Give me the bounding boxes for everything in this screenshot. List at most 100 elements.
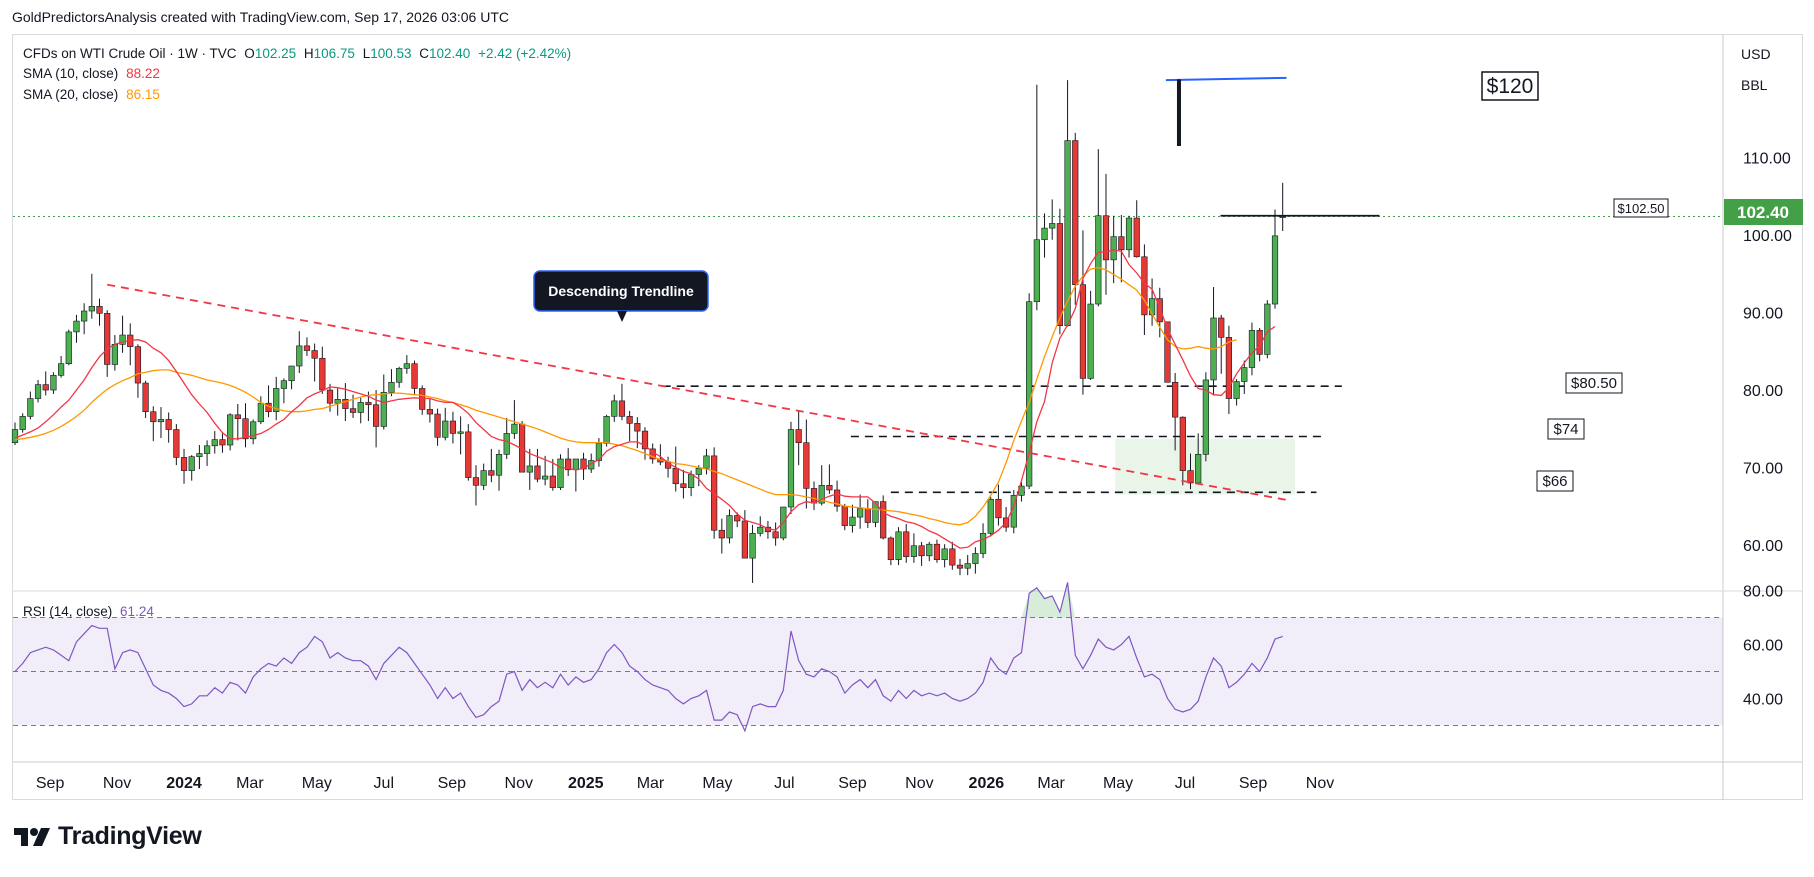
candle [803, 419, 810, 509]
candle-body [211, 439, 218, 447]
candle-body [403, 363, 410, 369]
candle-body [726, 515, 733, 539]
candle [495, 449, 503, 491]
candle-body [933, 543, 941, 560]
candle-body [1033, 239, 1040, 303]
candle-body [849, 516, 856, 526]
candle [580, 452, 587, 480]
candle-body [526, 465, 533, 473]
candle [603, 414, 610, 447]
candle-body [1133, 217, 1140, 258]
close-label: C [419, 46, 430, 61]
label-74[interactable]: $74 [1547, 418, 1585, 440]
candle-body [1225, 337, 1233, 399]
candle-body [196, 453, 203, 457]
sma10-legend[interactable]: SMA (10, close) 88.22 [23, 66, 164, 81]
candle [180, 448, 188, 484]
candle-body [964, 563, 971, 569]
callout-pointer [617, 311, 627, 322]
candle-body [910, 545, 918, 557]
candle [211, 431, 218, 454]
candle-body [618, 400, 626, 417]
candle-body [142, 382, 149, 413]
candle [234, 403, 241, 441]
descending-trendline[interactable] [107, 283, 1288, 501]
label-66-text: $66 [1542, 473, 1567, 490]
last-price-tag[interactable]: 102.40 [1724, 199, 1803, 225]
candle-body [1264, 303, 1271, 355]
candle-body [50, 375, 57, 391]
candle-body [88, 306, 95, 312]
sma20-label: SMA (20, close) [23, 87, 119, 102]
candle [864, 499, 871, 528]
close-value: 102.40 [429, 46, 471, 61]
label-66[interactable]: $66 [1536, 470, 1574, 492]
candle-body [104, 313, 111, 365]
time-tick-label: Jul [1175, 775, 1195, 792]
descending-trendline-callout[interactable]: Descending Trendline [533, 270, 709, 322]
candle [426, 398, 433, 423]
candle [542, 455, 549, 486]
candle-body [303, 345, 311, 351]
label-102-50-text: $102.50 [1618, 201, 1665, 216]
candle [857, 494, 864, 529]
sma20-line [14, 266, 1237, 526]
time-tick-label: Mar [236, 775, 264, 792]
candle-body [841, 505, 848, 526]
last-price-value: 102.40 [1737, 203, 1789, 222]
candle [1133, 200, 1140, 258]
tradingview-logo[interactable]: TradingView [14, 822, 202, 851]
candle-body [757, 526, 764, 534]
candle-body [203, 445, 211, 454]
candle-body [411, 363, 418, 389]
axes-group: 60.00 70.00 80.00 90.00 100.00 110.00 40.00 60.… [36, 151, 1792, 792]
chart-frame[interactable] [12, 34, 1803, 800]
candle [1264, 300, 1271, 359]
candle-body [1156, 298, 1163, 323]
candle [1164, 321, 1171, 383]
label-74-box [1547, 418, 1585, 440]
candle-body [11, 429, 19, 444]
candle [979, 523, 987, 559]
candle [419, 385, 426, 415]
label-120-text: $120 [1487, 75, 1534, 98]
candle-body [818, 485, 825, 504]
candle [173, 424, 180, 466]
candle [134, 344, 142, 398]
candle [104, 310, 111, 377]
candle-body [795, 429, 802, 444]
rsi-tick-label: 60.00 [1743, 638, 1783, 655]
candle [1156, 287, 1163, 338]
candle [480, 463, 487, 490]
candle-body [987, 498, 994, 534]
candle-body [772, 531, 779, 539]
currency-label[interactable]: USD [1741, 46, 1771, 62]
candle-body [595, 443, 603, 461]
candle-body [611, 400, 618, 417]
label-120[interactable]: $120 [1481, 71, 1539, 101]
candle-body [511, 423, 518, 434]
candle-body [688, 474, 695, 488]
open-label: O [244, 46, 255, 61]
candle-body [457, 431, 464, 434]
unit-label[interactable]: BBL [1741, 77, 1768, 93]
candle [1172, 372, 1179, 451]
low-value: 100.53 [370, 46, 412, 61]
rsi-overbought-fill [1021, 582, 1076, 618]
label-102-50[interactable]: $102.50 [1613, 198, 1669, 218]
sma10-line [14, 249, 1276, 549]
candle [42, 371, 49, 396]
rsi-label: RSI (14, close) [23, 604, 113, 619]
candle-body [741, 520, 748, 559]
sma20-legend[interactable]: SMA (20, close) 86.15 [23, 87, 164, 102]
time-tick-label: May [1103, 775, 1133, 792]
level-120-line[interactable] [1165, 76, 1287, 82]
candle [641, 427, 649, 460]
rsi-legend[interactable]: RSI (14, close) 61.24 [23, 604, 158, 619]
candle [19, 413, 26, 433]
candle-body [749, 533, 756, 559]
label-80-50[interactable]: $80.50 [1565, 372, 1623, 394]
callout-text: Descending Trendline [548, 283, 694, 299]
symbol-legend[interactable]: CFDs on WTI Crude Oil · 1W · TVC O102.25… [23, 46, 575, 61]
